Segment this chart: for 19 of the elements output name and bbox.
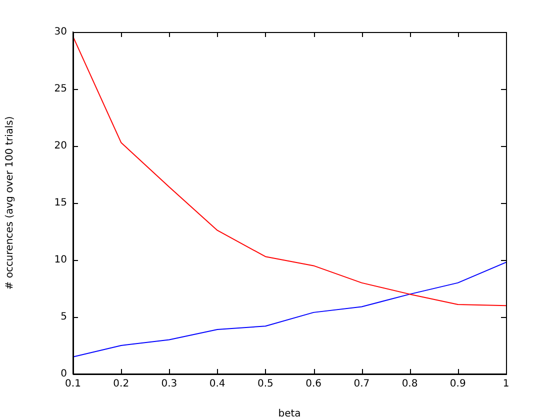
x-tick-label: 0.8: [402, 378, 418, 390]
x-tick-label: 0.2: [113, 378, 130, 390]
y-tick-label: 5: [60, 312, 67, 323]
y-tick-label: 25: [54, 84, 67, 95]
x-tick-label: 0.9: [450, 378, 466, 390]
x-tick-label: 0.6: [306, 378, 322, 390]
x-tick-label: 0.7: [354, 378, 370, 390]
x-tick-label: 1: [502, 378, 510, 390]
y-tick-label: 20: [54, 140, 67, 152]
x-tick-label: 0.3: [161, 378, 178, 390]
y-axis-title: # occurences (avg over 100 trials): [4, 116, 16, 290]
x-axis-title: beta: [278, 408, 301, 420]
x-tick-label: 0.5: [257, 378, 274, 390]
x-tick-label: 0.4: [209, 378, 226, 390]
x-tick-label: 0.1: [65, 378, 81, 390]
y-tick-label: 15: [54, 198, 67, 209]
y-tick-label: 0: [60, 368, 67, 380]
y-tick-label: 10: [54, 254, 67, 266]
y-tick-label: 30: [54, 26, 67, 38]
